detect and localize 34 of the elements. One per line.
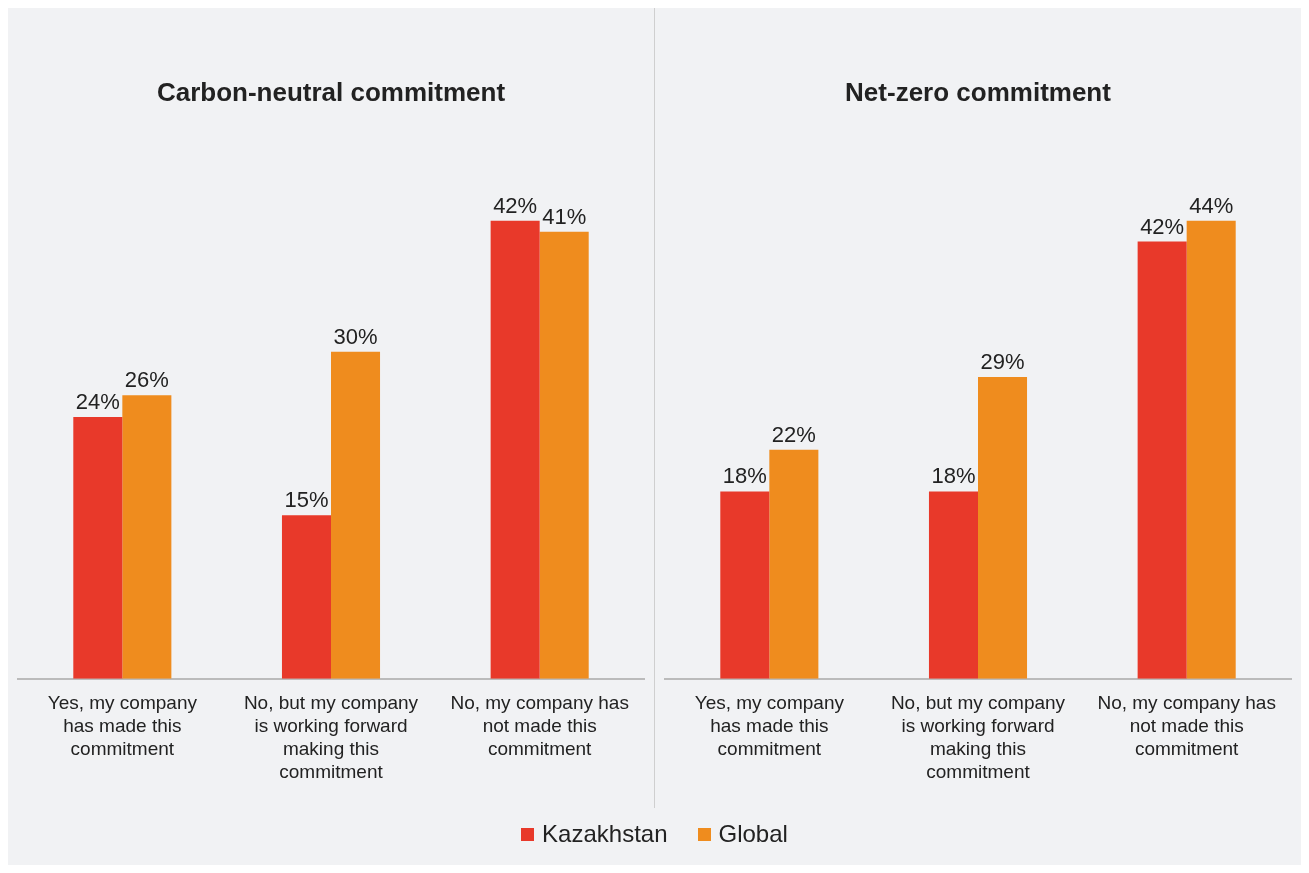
data-label: 41% [542,203,587,229]
x-tick-label: Yes, my company has made this commitment [47,692,198,760]
bar [769,449,819,679]
data-label: 44% [1189,192,1234,218]
bar [73,417,123,679]
data-label: 42% [1140,213,1185,239]
x-tick-label: No, but my company is working forward making this commitment [243,692,419,782]
legend-label: Kazakhstan [542,820,668,848]
legend-label: Global [718,820,788,848]
data-label: 18% [931,463,976,489]
bar [1137,241,1187,679]
data-label: 15% [284,487,329,513]
data-label: 18% [722,463,767,489]
chart-title: Carbon-neutral commitment [156,76,506,107]
bar [331,351,381,679]
x-tick-label: No, my company has not made this commitment [450,692,629,760]
x-tick-label: No, my company has not made this commitment [1097,692,1276,760]
data-label: 24% [75,389,120,415]
bar [928,491,978,679]
bar [1186,220,1236,679]
data-label: 22% [771,421,816,447]
bar [539,231,589,679]
bar [281,515,331,679]
data-label: 30% [333,323,378,349]
data-label: 29% [980,349,1025,374]
chart-title: Net-zero commitment [845,76,1112,107]
data-label: 26% [124,367,169,393]
data-label: 42% [493,192,538,218]
bar [720,491,770,679]
bar [490,220,540,679]
x-tick-label: No, but my company is working forward making this commitment [890,692,1066,782]
bar [122,395,172,679]
bar [978,376,1028,679]
x-tick-label: Yes, my company has made this commitment [694,692,845,760]
